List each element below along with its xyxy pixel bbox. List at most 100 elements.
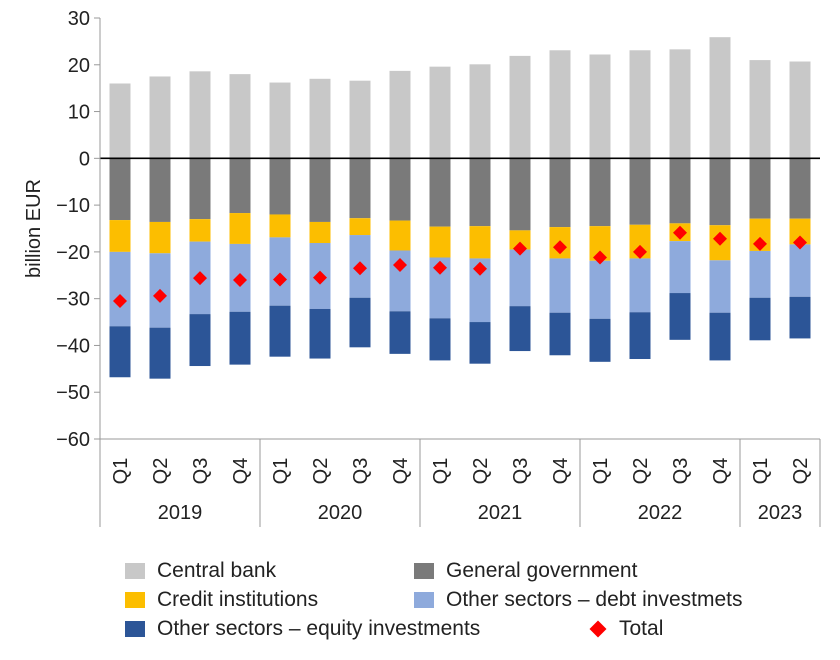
bar-1-12 <box>589 158 611 227</box>
year-label-2022: 2022 <box>638 502 683 524</box>
total-marker-14 <box>673 225 687 240</box>
bar-1-9 <box>469 158 491 227</box>
bar-2-0 <box>109 220 131 252</box>
total-marker-10 <box>513 241 527 256</box>
legend-item-central-bank: Central bank <box>125 559 276 583</box>
bar-1-10 <box>509 158 531 231</box>
legend-swatch-general-government <box>414 563 434 579</box>
bar-2-17 <box>789 218 811 245</box>
y-tick-label: −30 <box>56 289 90 311</box>
total-marker-13 <box>633 244 647 259</box>
bar-3-8 <box>429 257 451 319</box>
bar-3-13 <box>629 258 651 313</box>
total-marker-3 <box>233 272 247 287</box>
bar-2-3 <box>229 213 251 244</box>
total-marker-5 <box>313 270 327 285</box>
legend-label-credit-institutions: Credit institutions <box>157 588 319 611</box>
year-label-2020: 2020 <box>318 502 363 524</box>
bar-2-5 <box>309 221 331 244</box>
y-tick-label: −10 <box>56 195 90 217</box>
bar-4-17 <box>789 296 811 339</box>
bar-4-16 <box>749 297 771 341</box>
chart-svg: 30 20 10 0 −10 −20 −30 −40 −50 −60 billion EUR Q1 Q2… <box>23 8 821 527</box>
total-marker-4 <box>273 272 287 287</box>
bar-3-12 <box>589 260 611 319</box>
bar-0-17 <box>789 61 811 159</box>
bar-2-8 <box>429 226 451 258</box>
legend-swatch-central-bank <box>125 563 145 579</box>
x-tick-label-7: Q4 <box>390 458 412 485</box>
bar-1-0 <box>109 158 131 221</box>
bar-3-9 <box>469 258 491 323</box>
bar-1-15 <box>709 158 731 226</box>
bar-0-13 <box>629 50 651 159</box>
x-tick-label-2: Q3 <box>190 458 212 485</box>
x-tick-label-13: Q2 <box>630 458 652 485</box>
legend-swatch-other-debt <box>414 592 434 608</box>
legend-label-general-government: General government <box>446 559 638 582</box>
bar-0-10 <box>509 55 531 159</box>
bar-4-9 <box>469 322 491 364</box>
bar-0-0 <box>109 83 131 159</box>
bar-4-11 <box>549 312 571 356</box>
bar-3-11 <box>549 258 571 313</box>
y-tick-label: −40 <box>56 335 90 357</box>
legend-item-general-government: General government <box>414 559 637 583</box>
bar-0-3 <box>229 74 251 159</box>
bar-2-1 <box>149 221 171 254</box>
bar-0-4 <box>269 82 291 159</box>
legend-label-central-bank: Central bank <box>157 559 277 582</box>
x-tick-label-8: Q1 <box>430 458 452 485</box>
bar-1-1 <box>149 158 171 222</box>
total-marker-11 <box>553 240 567 255</box>
bar-3-10 <box>509 249 531 307</box>
legend-item-other-debt: Other sectors – debt investmets <box>414 588 742 612</box>
legend-label-other-debt: Other sectors – debt investmets <box>446 588 743 611</box>
total-marker-12 <box>593 250 607 265</box>
x-tick-label-12: Q1 <box>590 458 612 485</box>
bar-0-16 <box>749 60 771 159</box>
bar-4-3 <box>229 311 251 365</box>
x-tick-label-14: Q3 <box>670 458 692 485</box>
legend-item-credit-institutions: Credit institutions <box>125 588 318 612</box>
bar-1-11 <box>549 158 571 228</box>
x-tick-label-6: Q3 <box>350 458 372 485</box>
bar-4-2 <box>189 314 211 367</box>
bar-0-1 <box>149 76 171 159</box>
y-tick-label: −50 <box>56 382 90 404</box>
bar-4-1 <box>149 327 171 379</box>
bar-0-14 <box>669 49 691 159</box>
total-marker-0 <box>113 294 127 309</box>
y-tick-label: −60 <box>56 429 90 451</box>
legend-item-total: Total <box>586 617 663 641</box>
bar-0-15 <box>709 37 731 159</box>
bar-3-4 <box>269 237 291 306</box>
total-marker-2 <box>193 271 207 286</box>
bar-3-16 <box>749 250 771 298</box>
total-marker-17 <box>793 235 807 250</box>
bar-1-4 <box>269 158 291 215</box>
bar-4-15 <box>709 312 731 361</box>
bar-0-12 <box>589 54 611 159</box>
bar-4-13 <box>629 312 651 360</box>
bar-1-7 <box>389 158 411 221</box>
x-tick-label-16: Q1 <box>750 458 772 485</box>
bar-4-0 <box>109 326 131 378</box>
bar-0-7 <box>389 70 411 159</box>
bar-1-17 <box>789 158 811 219</box>
legend-item-other-equity: Other sectors – equity investments <box>125 617 480 641</box>
bar-3-17 <box>789 244 811 297</box>
legend-swatch-credit-institutions <box>125 592 145 608</box>
bar-2-2 <box>189 219 211 242</box>
total-marker-16 <box>753 236 767 251</box>
total-marker-1 <box>153 288 167 303</box>
bar-3-0 <box>109 251 131 327</box>
bar-3-15 <box>709 260 731 313</box>
x-tick-label-1: Q2 <box>150 458 172 485</box>
legend-marker-total <box>589 620 607 638</box>
y-tick-label: −20 <box>56 242 90 264</box>
legend-label-other-equity: Other sectors – equity investments <box>157 617 481 640</box>
bar-2-4 <box>269 214 291 238</box>
y-tick-label: 10 <box>68 102 90 124</box>
x-tick-label-0: Q1 <box>110 458 132 485</box>
